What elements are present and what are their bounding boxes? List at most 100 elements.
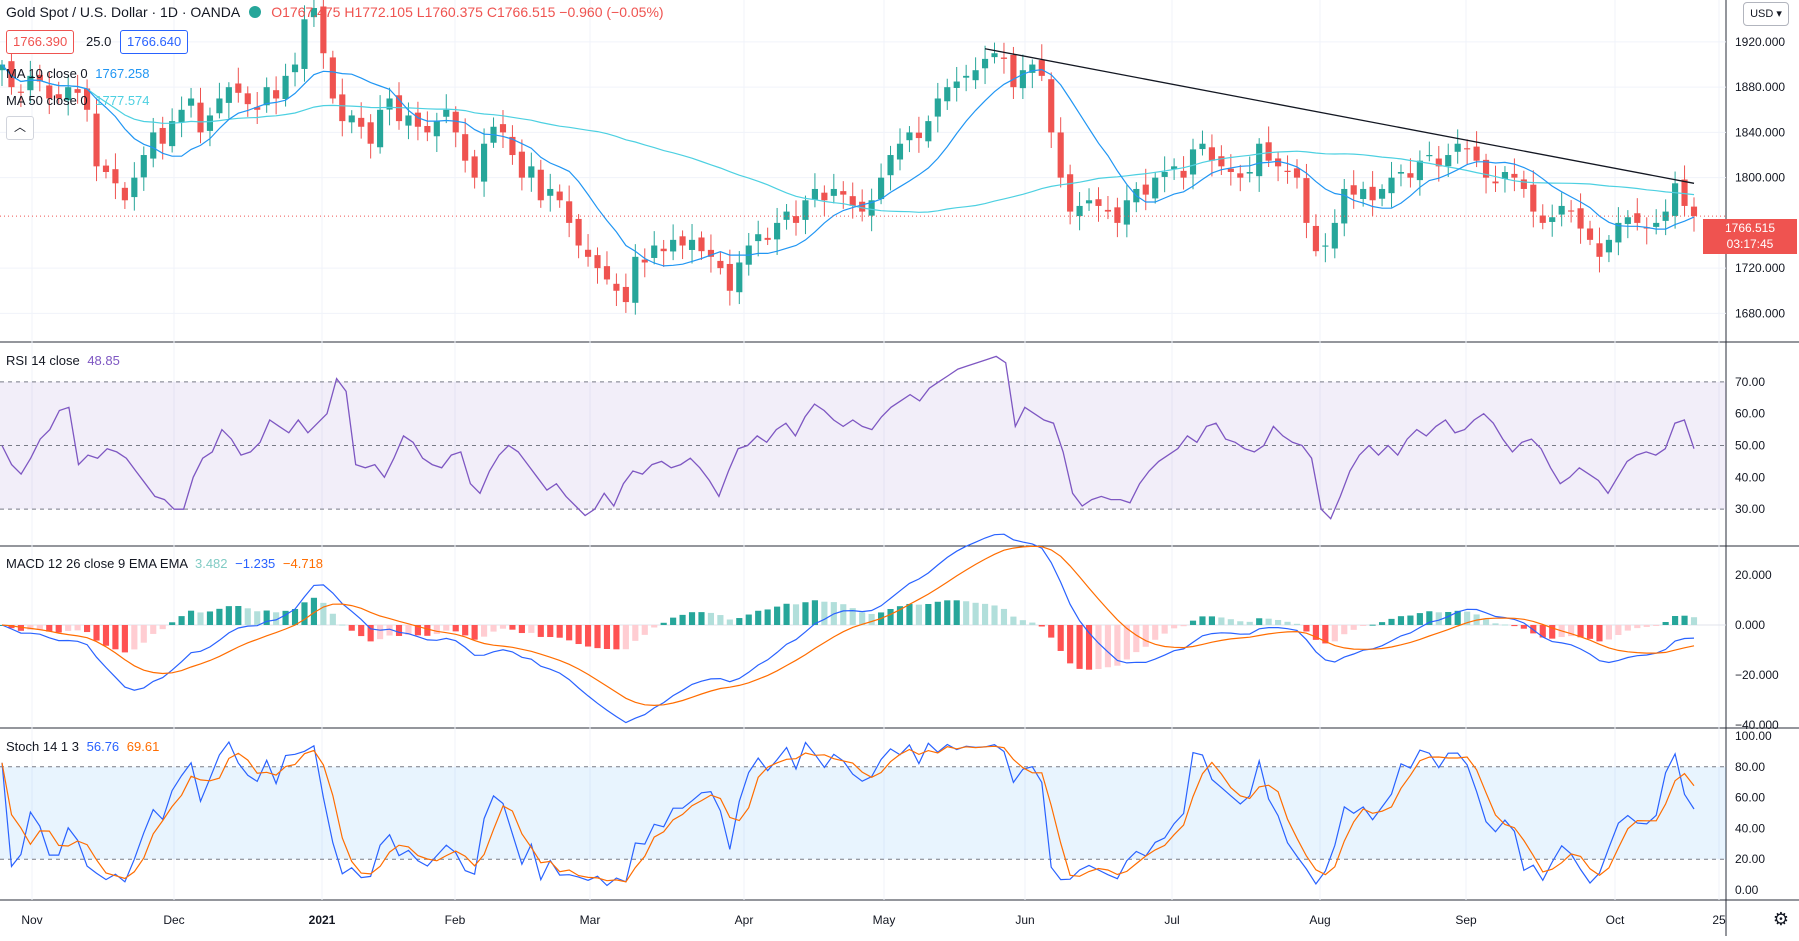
candle-up bbox=[140, 155, 147, 178]
candle-up bbox=[736, 262, 743, 293]
macd-histogram-bar bbox=[1397, 616, 1405, 625]
candle-down bbox=[707, 249, 715, 257]
macd-histogram-bar bbox=[849, 608, 856, 625]
candle-down bbox=[1369, 186, 1376, 201]
candle-up bbox=[1445, 155, 1452, 167]
candle-up bbox=[1454, 143, 1461, 152]
candle-up bbox=[1161, 172, 1168, 177]
macd-histogram-bar bbox=[206, 611, 214, 625]
sell-button[interactable]: 1766.390 bbox=[6, 30, 75, 54]
currency-selector[interactable]: USD ▾ bbox=[1743, 2, 1789, 26]
macd-histogram-bar bbox=[518, 625, 525, 634]
candle-up bbox=[377, 109, 384, 148]
candle-up bbox=[1246, 172, 1253, 174]
candle-down bbox=[1000, 57, 1008, 59]
rsi-line bbox=[1, 355, 1695, 520]
macd-histogram-bar bbox=[36, 625, 43, 630]
candle-up bbox=[178, 109, 185, 123]
settings-gear-icon[interactable]: ⚙ bbox=[1772, 909, 1790, 929]
macd-histogram-bar bbox=[1256, 618, 1263, 625]
macd-histogram-bar bbox=[1199, 616, 1206, 625]
x-tick-label: Aug bbox=[1309, 913, 1330, 927]
x-tick-label: Nov bbox=[21, 913, 42, 927]
candle-down bbox=[1095, 199, 1102, 206]
macd-histogram-bar bbox=[632, 625, 639, 641]
candle-down bbox=[273, 90, 280, 99]
candle-down bbox=[1577, 208, 1584, 229]
stoch-tick-label: 20.00 bbox=[1735, 852, 1765, 866]
candle-up bbox=[755, 234, 762, 242]
macd-histogram-bar bbox=[1435, 612, 1442, 625]
macd-histogram-bar bbox=[698, 612, 705, 625]
candle-down bbox=[244, 93, 251, 105]
candle-down bbox=[1586, 228, 1594, 240]
stoch-legend[interactable]: Stoch 14 1 3 56.76 69.61 bbox=[6, 739, 159, 755]
candle-down bbox=[8, 61, 15, 88]
price-tick-label: 1840.000 bbox=[1735, 125, 1785, 139]
macd-histogram-bar bbox=[1369, 624, 1376, 626]
macd-histogram-bar bbox=[1104, 625, 1112, 668]
candle-up bbox=[934, 98, 941, 117]
candle-down bbox=[603, 266, 611, 280]
x-tick-label: May bbox=[873, 913, 896, 927]
candle-up bbox=[1672, 183, 1679, 216]
candle-down bbox=[93, 113, 100, 167]
macd-histogram-bar bbox=[1303, 625, 1310, 632]
candle-down bbox=[509, 136, 516, 156]
candle-down bbox=[840, 191, 847, 195]
candle-up bbox=[263, 87, 270, 106]
macd-histogram-bar bbox=[1586, 625, 1594, 639]
candle-down bbox=[1218, 156, 1225, 167]
rsi-legend[interactable]: RSI 14 close 48.85 bbox=[6, 353, 120, 369]
candle-up bbox=[386, 98, 393, 110]
symbol-title[interactable]: Gold Spot / U.S. Dollar · 1D · OANDA bbox=[6, 4, 240, 20]
candle-down bbox=[1010, 54, 1017, 88]
candle-down bbox=[660, 248, 667, 252]
macd-histogram-bar bbox=[566, 625, 573, 641]
candle-up bbox=[1076, 205, 1083, 217]
candle-down bbox=[717, 260, 724, 269]
macd-histogram-bar bbox=[972, 602, 979, 625]
macd-histogram-bar bbox=[1171, 625, 1178, 629]
macd-histogram-bar bbox=[46, 625, 53, 632]
macd-histogram-bar bbox=[348, 625, 355, 631]
macd-histogram-bar bbox=[1133, 625, 1140, 653]
last-price-value: 1766.515 bbox=[1724, 221, 1776, 235]
stoch-tick-label: 60.00 bbox=[1735, 791, 1765, 805]
candle-down bbox=[613, 283, 620, 291]
macd-histogram-bar bbox=[1180, 625, 1187, 627]
stoch-tick-label: 100.00 bbox=[1735, 729, 1772, 743]
price-tick-label: 1880.000 bbox=[1735, 80, 1785, 94]
macd-histogram-bar bbox=[102, 625, 110, 646]
candle-up bbox=[1331, 222, 1338, 249]
price-tick-label: 1920.000 bbox=[1735, 35, 1785, 49]
macd-histogram-bar bbox=[1520, 625, 1527, 629]
candle-down bbox=[1568, 210, 1575, 212]
macd-histogram-bar bbox=[329, 613, 336, 625]
macd-legend[interactable]: MACD 12 26 close 9 EMA EMA 3.482 −1.235 … bbox=[6, 556, 323, 572]
stoch-d-value: 69.61 bbox=[126, 739, 160, 754]
candle-up bbox=[443, 109, 450, 117]
candle-down bbox=[1482, 159, 1490, 178]
ma50-legend[interactable]: MA 50 close 0 1777.574 bbox=[6, 93, 150, 109]
candle-up bbox=[1624, 217, 1631, 224]
macd-histogram-bar bbox=[452, 625, 459, 632]
candle-down bbox=[84, 88, 91, 110]
macd-histogram-bar bbox=[282, 610, 289, 625]
candle-down bbox=[594, 255, 601, 269]
macd-histogram-bar bbox=[1085, 625, 1093, 670]
candle-up bbox=[433, 121, 440, 137]
ma10-legend[interactable]: MA 10 close 0 1767.258 bbox=[6, 66, 150, 82]
macd-histogram-bar bbox=[1539, 625, 1546, 638]
macd-histogram-bar bbox=[1634, 625, 1641, 629]
stoch-tick-label: 0.00 bbox=[1735, 883, 1759, 897]
macd-histogram-bar bbox=[1378, 622, 1386, 625]
macd-histogram-bar bbox=[216, 608, 223, 625]
buy-button[interactable]: 1766.640 bbox=[120, 30, 189, 54]
macd-histogram-bar bbox=[8, 625, 15, 629]
rsi-tick-label: 40.00 bbox=[1735, 470, 1765, 484]
macd-histogram-bar bbox=[490, 625, 497, 632]
collapse-legend-button[interactable]: ︿ bbox=[6, 116, 34, 140]
macd-histogram-bar bbox=[131, 625, 138, 650]
